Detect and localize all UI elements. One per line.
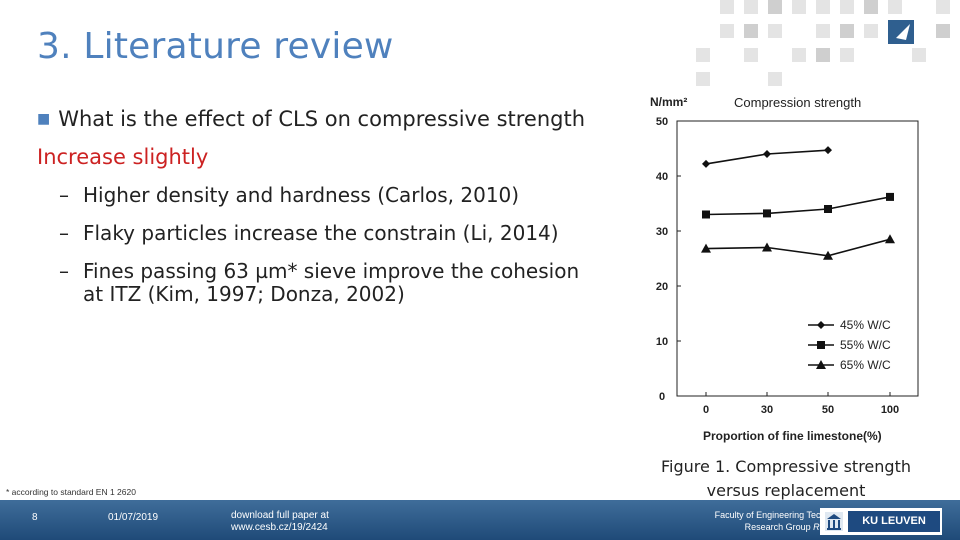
chart-title: Compression strength bbox=[734, 95, 861, 110]
sub-item-text: Flaky particles increase the constrain (… bbox=[83, 221, 559, 245]
bullet-text: What is the effect of CLS on compressive… bbox=[58, 107, 586, 131]
slide-title: 3. Literature review bbox=[37, 26, 394, 67]
figure-caption: Figure 1. Compressive strength versus re… bbox=[652, 455, 920, 503]
data-point bbox=[702, 210, 710, 219]
y-axis-unit: N/mm² bbox=[650, 95, 687, 109]
data-point bbox=[762, 242, 772, 252]
data-point bbox=[823, 250, 833, 260]
legend-marker bbox=[817, 321, 825, 329]
y-tick-label: 10 bbox=[656, 336, 668, 348]
y-tick-label: 50 bbox=[656, 116, 668, 128]
legend-label: 65% W/C bbox=[840, 358, 891, 372]
legend-label: 55% W/C bbox=[840, 338, 891, 352]
research-group-prefix: Research Group bbox=[744, 522, 814, 532]
sub-item: – Higher density and hardness (Carlos, 20… bbox=[37, 176, 637, 214]
ku-leuven-logo: KU LEUVEN bbox=[820, 508, 942, 535]
sub-item: – Fines passing 63 µm* sieve improve the … bbox=[37, 252, 637, 290]
x-tick-label: 30 bbox=[761, 404, 773, 416]
caption-line-1: Figure 1. Compressive strength bbox=[661, 457, 911, 476]
answer-text: Increase slightly bbox=[37, 145, 209, 169]
sub-item-continuation: at ITZ (Kim, 1997; Donza, 2002) bbox=[83, 282, 405, 306]
y-tick-label: 0 bbox=[659, 391, 665, 403]
data-point bbox=[702, 159, 710, 168]
y-tick-label: 40 bbox=[656, 171, 668, 183]
y-tick-label: 20 bbox=[656, 281, 668, 293]
sub-item: – Flaky particles increase the constrain … bbox=[37, 214, 637, 252]
footnote: * according to standard EN 1 2620 bbox=[6, 487, 136, 497]
data-point bbox=[763, 150, 771, 158]
footer-bar: 8 01/07/2019 download full paper at www.… bbox=[0, 500, 960, 540]
data-point bbox=[824, 146, 832, 155]
series-line bbox=[705, 196, 891, 216]
university-building-icon bbox=[825, 512, 843, 531]
caption-line-2: versus replacement bbox=[706, 481, 866, 500]
slide-body: ■ What is the effect of CLS on compressiv… bbox=[37, 100, 637, 306]
legend-label: 45% W/C bbox=[840, 318, 891, 332]
y-tick-label: 30 bbox=[656, 226, 668, 238]
compression-strength-chart: N/mm² Compression strength 0 10 20 30 40 50 0 30 5… bbox=[650, 95, 919, 443]
data-point bbox=[701, 243, 711, 253]
series-line bbox=[705, 238, 891, 257]
download-link[interactable]: www.cesb.cz/19/2424 bbox=[231, 522, 328, 533]
ku-leuven-wordmark: KU LEUVEN bbox=[848, 511, 940, 532]
x-axis-label: Proportion of fine limestone(%) bbox=[703, 429, 882, 443]
sub-item-text: Higher density and hardness (Carlos, 201… bbox=[83, 183, 520, 207]
data-point bbox=[763, 209, 771, 218]
sub-item-text: Fines passing 63 µm* sieve improve the c… bbox=[83, 259, 580, 283]
legend-marker bbox=[816, 360, 826, 369]
page-number: 8 bbox=[32, 512, 38, 523]
decorative-squares bbox=[696, 0, 950, 86]
plot-frame bbox=[676, 120, 919, 397]
faculty-line-1: Faculty of Engineering Technology bbox=[714, 510, 852, 520]
x-tick-label: 100 bbox=[881, 404, 899, 416]
data-point bbox=[824, 205, 832, 213]
footer-date: 01/07/2019 bbox=[108, 512, 159, 523]
download-line-1: download full paper at bbox=[231, 510, 329, 521]
dash-marker: – bbox=[59, 221, 69, 245]
legend-marker bbox=[817, 341, 825, 349]
dash-marker: – bbox=[59, 183, 69, 207]
data-point bbox=[886, 192, 894, 201]
bullet-square-icon: ■ bbox=[37, 111, 51, 127]
data-point bbox=[885, 234, 895, 244]
x-tick-label: 0 bbox=[703, 404, 709, 416]
dash-marker: – bbox=[59, 259, 69, 283]
x-tick-label: 50 bbox=[822, 404, 834, 416]
main-bullet: ■ What is the effect of CLS on compressiv… bbox=[37, 100, 637, 138]
